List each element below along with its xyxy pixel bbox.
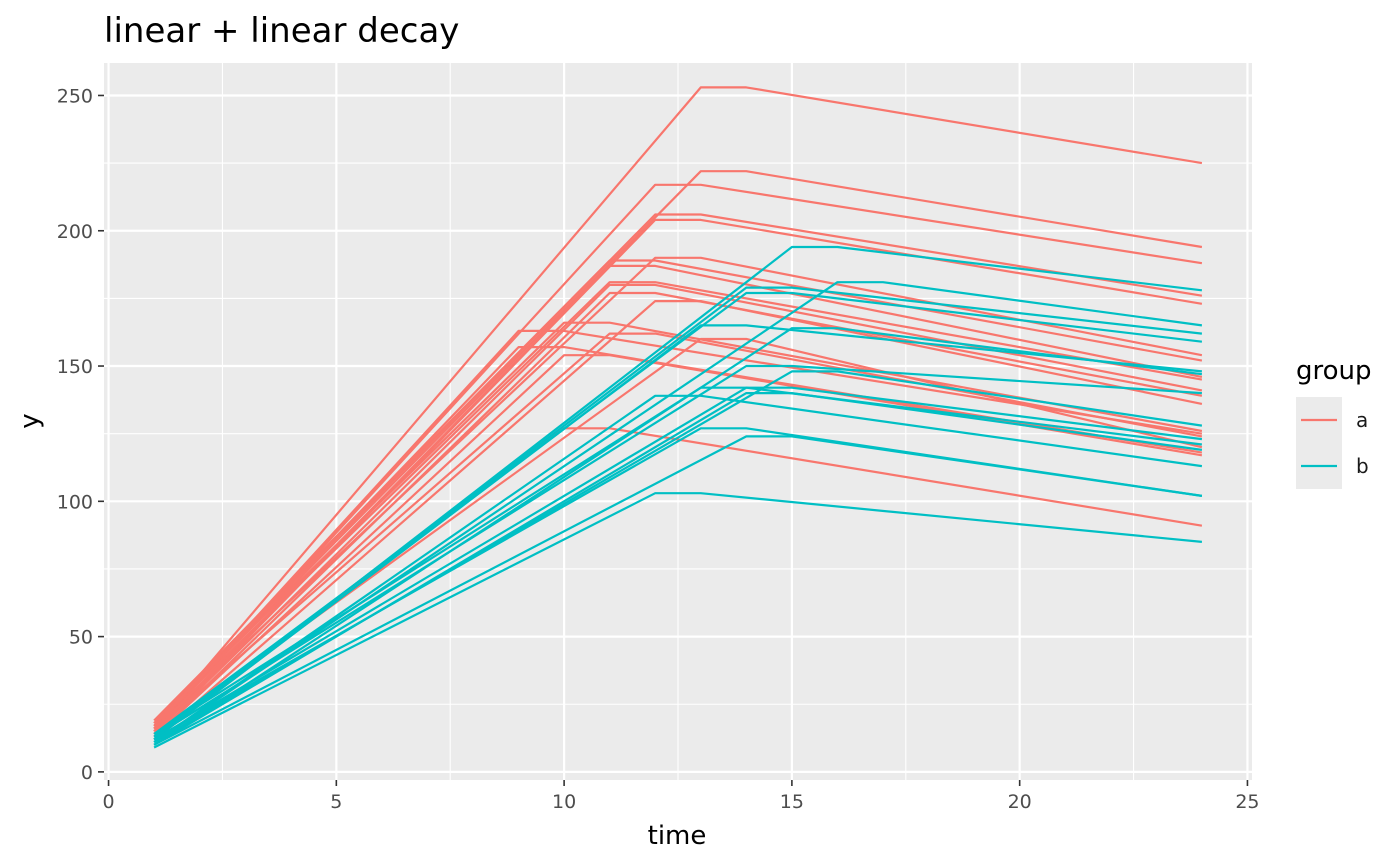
series-line-b <box>153 386 1203 741</box>
legend-title: group <box>1296 356 1372 386</box>
series-line-b <box>153 386 1203 735</box>
x-tick-label: 10 <box>552 791 576 813</box>
y-axis-ticks: 0 50 100 150 200 250 <box>57 85 104 784</box>
series-line-b <box>153 245 1203 741</box>
x-axis-ticks: 0 5 10 15 20 25 <box>103 780 1260 813</box>
series-line-b <box>153 324 1203 741</box>
series-line-b <box>153 364 1202 738</box>
series-line-a <box>153 354 1203 738</box>
series-line-a <box>153 337 1203 735</box>
series-line-a <box>153 264 1203 733</box>
series-line-a <box>153 300 1203 741</box>
x-tick-label: 20 <box>1008 791 1032 813</box>
series-lines <box>153 86 1203 749</box>
x-axis-title: time <box>648 821 707 851</box>
series-line-b <box>153 394 1203 744</box>
series-line-a <box>153 329 1203 730</box>
y-tick-label: 50 <box>69 627 93 649</box>
series-line-a <box>153 183 1203 733</box>
y-tick-label: 0 <box>81 762 93 784</box>
y-axis-title: y <box>15 413 45 428</box>
y-tick-label: 250 <box>57 85 93 107</box>
y-tick-label: 200 <box>57 221 93 243</box>
legend-key-background <box>1296 397 1342 489</box>
x-tick-label: 0 <box>103 791 115 813</box>
series-line-a <box>153 86 1203 730</box>
series-line-b <box>153 392 1203 746</box>
chart-title: linear + linear decay <box>104 11 459 51</box>
series-line-b <box>153 435 1203 746</box>
x-tick-label: 25 <box>1235 791 1259 813</box>
series-line-a <box>153 170 1203 727</box>
series-line-a <box>153 283 1203 735</box>
legend-label-b: b <box>1356 454 1369 478</box>
y-tick-label: 100 <box>57 491 93 513</box>
legend: group ab <box>1296 356 1372 489</box>
series-line-a <box>153 281 1203 727</box>
x-tick-label: 15 <box>780 791 804 813</box>
series-line-b <box>153 291 1203 735</box>
x-tick-label: 5 <box>330 791 342 813</box>
series-line-b <box>153 492 1203 749</box>
y-tick-label: 150 <box>57 356 93 378</box>
legend-label-a: a <box>1356 408 1368 432</box>
series-line-b <box>153 281 1203 744</box>
